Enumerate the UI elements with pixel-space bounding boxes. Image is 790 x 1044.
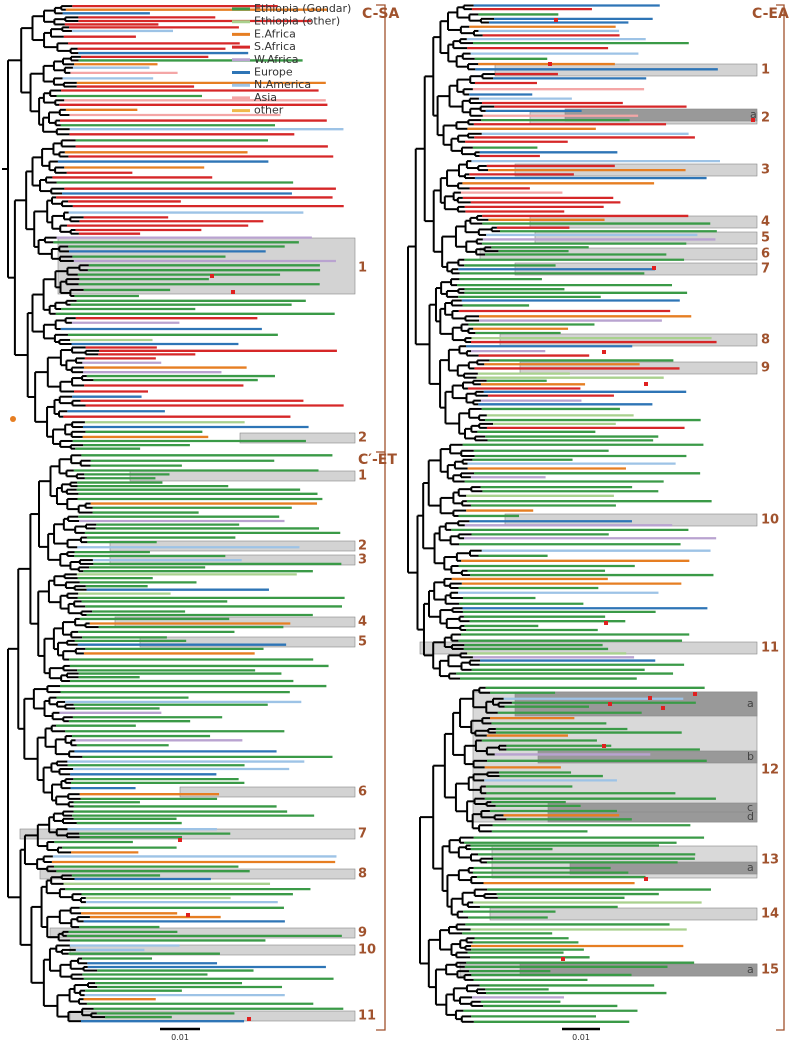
highlight-box: [529, 215, 758, 229]
group-label: 7: [358, 827, 367, 842]
legend-label: E.Africa: [254, 27, 296, 40]
marker: [602, 350, 606, 354]
marker: [602, 744, 606, 748]
clade-label: C-EA: [752, 6, 789, 22]
highlight-box: [49, 927, 356, 939]
subgroup-label: a: [750, 108, 757, 121]
marker: [247, 1017, 251, 1021]
group-label: 3: [358, 553, 367, 568]
marker: [178, 838, 182, 842]
marker: [644, 877, 648, 881]
marker: [751, 118, 755, 122]
legend-label: Ethiopia (other): [254, 15, 340, 28]
marker: [652, 266, 656, 270]
bracket: [776, 4, 785, 1031]
highlight-box: [239, 432, 356, 444]
group-label: 6: [761, 247, 770, 262]
marker: [231, 290, 235, 294]
root-marker: [10, 416, 16, 422]
bracket: [376, 4, 386, 1031]
marker: [644, 382, 648, 386]
group-label: 8: [761, 333, 770, 348]
subgroup-label: a: [747, 697, 754, 710]
scale-label: 0.01: [171, 1033, 189, 1042]
highlight-box: [499, 333, 758, 347]
clade-label: C-SA: [362, 6, 399, 22]
scale-label: 0.01: [572, 1033, 590, 1042]
tree: [2, 4, 720, 1023]
highlight-box: [129, 470, 356, 482]
group-label: 13: [761, 853, 779, 868]
group-label: 11: [761, 641, 779, 656]
marker: [661, 706, 665, 710]
highlight-box: [179, 786, 356, 798]
group-label: 2: [761, 111, 770, 126]
brackets: [376, 4, 785, 1031]
highlight-box: [489, 907, 758, 921]
group-label: 9: [761, 361, 770, 376]
group-label: 1: [358, 469, 367, 484]
group-label: 2: [358, 431, 367, 446]
group-label: 5: [358, 635, 367, 650]
group-label: 5: [761, 231, 770, 246]
subgroup-label: c: [747, 801, 753, 814]
legend-label: other: [254, 104, 284, 117]
highlight-box: [109, 540, 356, 552]
legend-label: S.Africa: [254, 40, 296, 53]
marker: [561, 957, 565, 961]
group-label: 1: [761, 63, 770, 78]
subgroup-label: b: [747, 750, 754, 763]
marker: [210, 274, 214, 278]
group-label: 8: [358, 867, 367, 882]
group-label: 6: [358, 785, 367, 800]
legend-label: Asia: [254, 91, 277, 104]
highlight-box: [547, 811, 758, 823]
group-label: 9: [358, 926, 367, 941]
group-label: 14: [761, 907, 779, 922]
legend-label: W.Africa: [254, 53, 298, 66]
marker: [648, 696, 652, 700]
marker: [186, 913, 190, 917]
group-label: 1: [358, 261, 367, 276]
marker: [548, 62, 552, 66]
legend-label: Europe: [254, 66, 293, 79]
group-label: 7: [761, 262, 770, 277]
marker: [693, 692, 697, 696]
subgroup-label: a: [747, 861, 754, 874]
marker: [554, 18, 558, 22]
group-label: 10: [761, 513, 779, 528]
group-label: 15: [761, 963, 779, 978]
marker: [604, 621, 608, 625]
subgroup-label: a: [747, 963, 754, 976]
group-label: 2: [358, 539, 367, 554]
legend-label: N.America: [254, 78, 311, 91]
legend-label: Ethiopia (Gondar): [254, 2, 351, 15]
group-label: 4: [761, 215, 770, 230]
group-label: 10: [358, 943, 376, 958]
marker: [608, 702, 612, 706]
clade-label: C′-ET: [358, 452, 397, 468]
group-label: 3: [761, 163, 770, 178]
subgroup-label: d: [747, 810, 754, 823]
group-label: 12: [761, 763, 779, 778]
group-label: 4: [358, 615, 367, 630]
group-label: 11: [358, 1009, 376, 1024]
